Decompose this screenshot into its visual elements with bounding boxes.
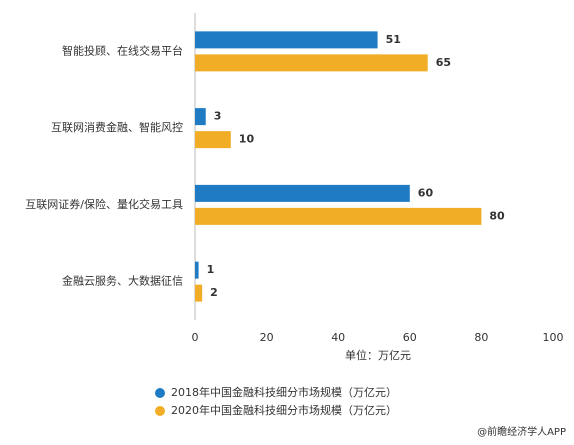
- x-tick-label: 100: [543, 331, 564, 344]
- y-tick-label: 智能投顾、在线交易平台: [62, 43, 183, 57]
- x-tick-label: 20: [260, 331, 274, 344]
- bar: [195, 184, 410, 202]
- value-label: 65: [436, 56, 451, 69]
- legend-marker: [155, 388, 165, 398]
- x-axis-label: 单位：万亿元: [345, 348, 411, 362]
- legend-label: 2018年中国金融科技细分市场规模（万亿元）: [171, 385, 397, 399]
- value-label: 80: [489, 209, 505, 222]
- bar: [195, 31, 378, 49]
- y-tick-label: 互联网证券/保险、量化交易工具: [25, 197, 183, 211]
- value-label: 2: [210, 286, 218, 299]
- bar: [195, 261, 199, 279]
- value-label: 3: [214, 110, 222, 123]
- x-tick-label: 40: [331, 331, 345, 344]
- x-tick-label: 80: [474, 331, 488, 344]
- bar: [195, 108, 206, 126]
- legend-label: 2020年中国金融科技细分市场规模（万亿元）: [171, 403, 397, 417]
- value-label: 10: [239, 133, 255, 146]
- x-tick-label: 0: [192, 331, 199, 344]
- x-tick-label: 60: [403, 331, 417, 344]
- source-note: @前瞻经济学人APP: [477, 425, 566, 438]
- value-label: 51: [386, 33, 401, 46]
- y-tick-label: 金融云服务、大数据征信: [62, 274, 183, 288]
- bar: [195, 131, 231, 149]
- bar: [195, 284, 203, 302]
- value-label: 60: [418, 186, 434, 199]
- y-tick-label: 互联网消费金融、智能风控: [51, 120, 183, 134]
- bar: [195, 54, 428, 72]
- value-label: 1: [207, 263, 215, 276]
- legend-marker: [155, 406, 165, 416]
- bar: [195, 207, 482, 225]
